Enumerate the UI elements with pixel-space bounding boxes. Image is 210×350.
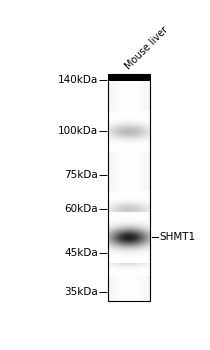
Text: 100kDa: 100kDa (58, 126, 98, 136)
Text: 140kDa: 140kDa (58, 75, 98, 85)
Text: Mouse liver: Mouse liver (124, 25, 171, 72)
Bar (108, 74, 150, 301)
Text: 35kDa: 35kDa (64, 287, 98, 297)
Text: 75kDa: 75kDa (64, 170, 98, 180)
Text: 45kDa: 45kDa (64, 248, 98, 258)
Text: SHMT1: SHMT1 (160, 232, 196, 242)
Bar (108, 74, 150, 81)
Text: 60kDa: 60kDa (64, 204, 98, 214)
